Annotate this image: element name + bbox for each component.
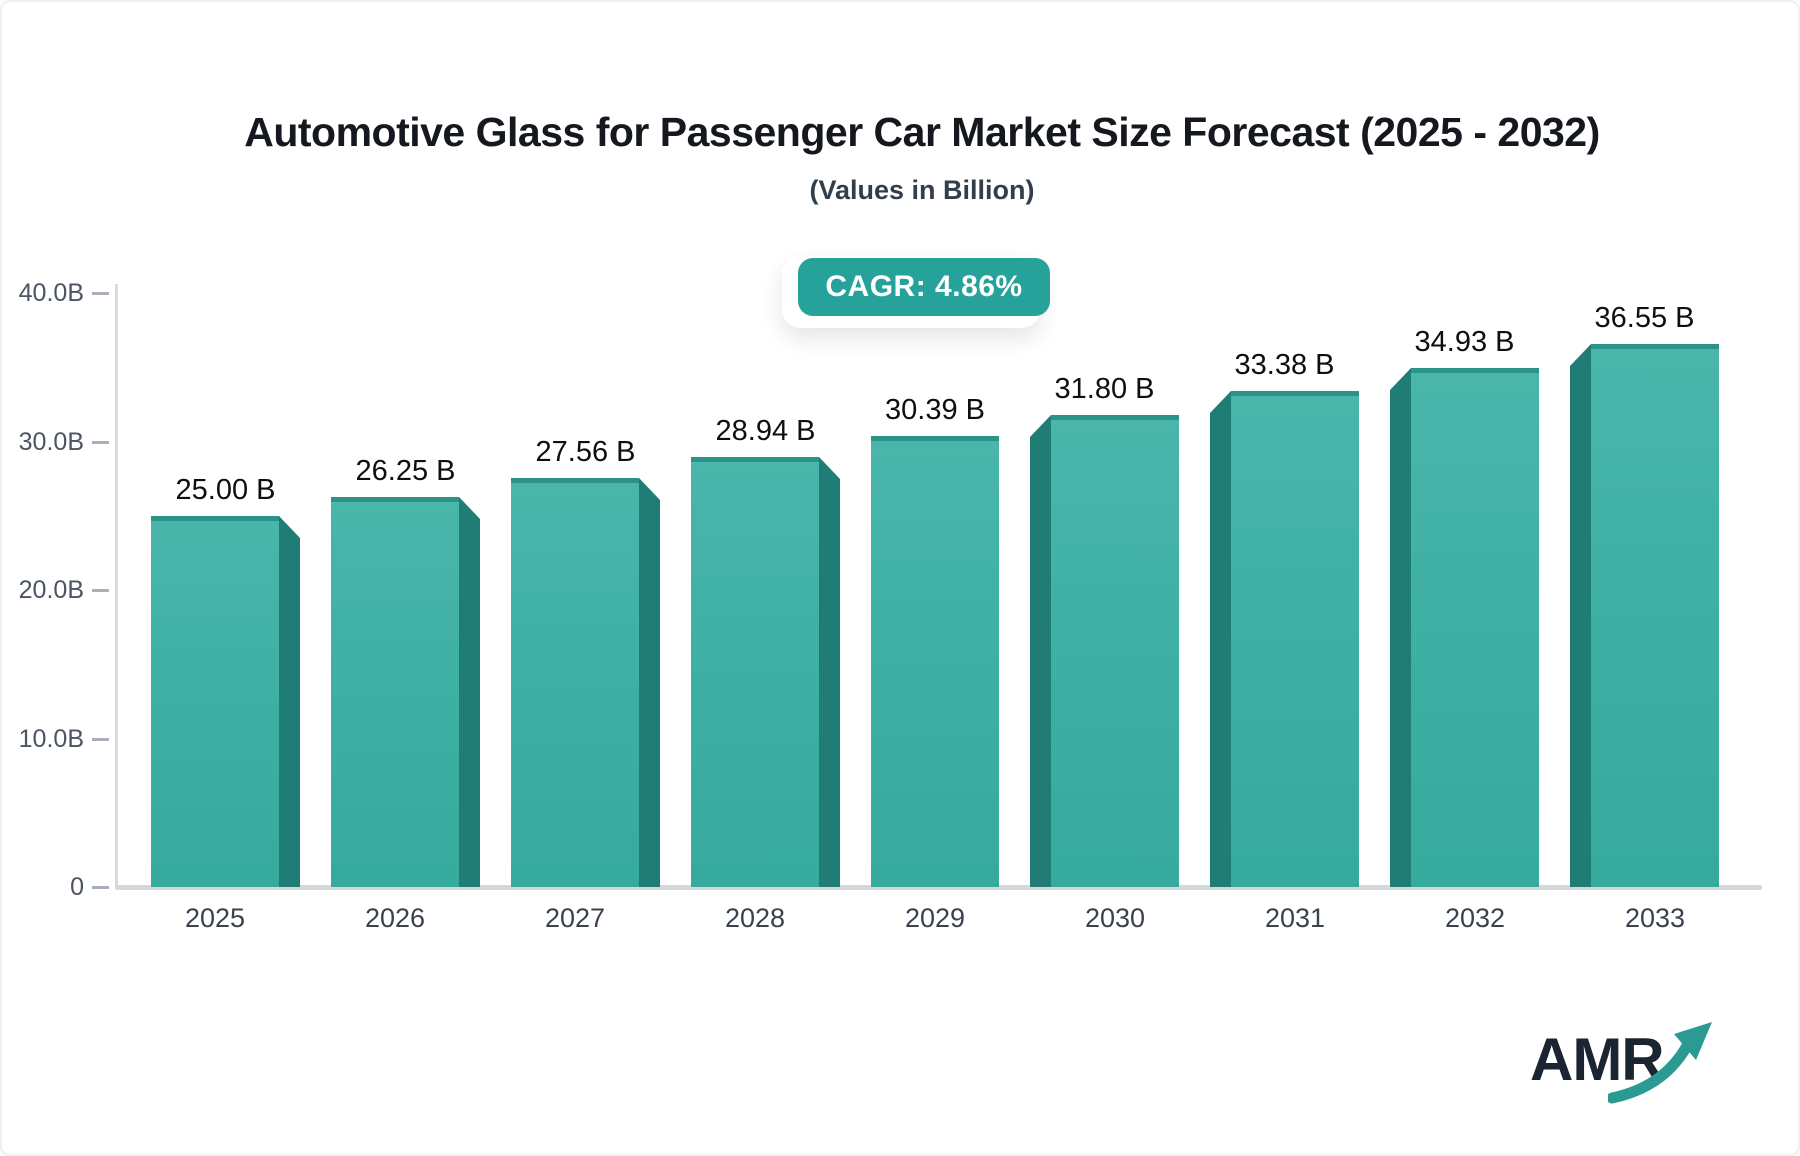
- y-tick-dash: [92, 737, 109, 741]
- bar-top-edge: [331, 497, 459, 502]
- bar-side: [639, 478, 660, 887]
- bar-face: [871, 436, 999, 887]
- x-tick-label: 2031: [1264, 903, 1326, 933]
- y-tick-label: 20.0B: [18, 576, 84, 604]
- y-tick-dash: [92, 292, 109, 295]
- brand-logo: AMR: [1530, 1022, 1730, 1120]
- bar-side: [1210, 391, 1231, 887]
- bar-face: [331, 497, 459, 887]
- bar-value-label: 25.00 B: [175, 474, 276, 506]
- bar-face: [511, 478, 639, 887]
- y-tick-label: 40.0B: [18, 279, 84, 307]
- y-tick-label: 10.0B: [18, 724, 84, 753]
- y-tick-dash: [92, 886, 109, 889]
- bar-value-label: 30.39 B: [885, 394, 985, 426]
- cagr-badge: CAGR: 4.86%: [798, 258, 1050, 316]
- bar-face: [151, 516, 279, 887]
- bar-side: [1030, 415, 1051, 887]
- bar-side: [1570, 344, 1591, 887]
- x-tick-label: 2032: [1444, 903, 1506, 933]
- logo-arrow-icon: [1608, 1022, 1712, 1104]
- y-tick-dash: [92, 589, 109, 592]
- bar-top-edge: [1591, 344, 1719, 349]
- bar-value-label: 33.38 B: [1234, 349, 1335, 381]
- bar-face: [1231, 391, 1359, 887]
- bar-side: [459, 497, 480, 887]
- bar-top-edge: [691, 457, 819, 462]
- y-tick-label: 30.0B: [18, 427, 84, 456]
- bar-side: [819, 457, 840, 887]
- bar-face: [1051, 415, 1179, 887]
- bar-top-edge: [1051, 415, 1179, 420]
- y-axis-line: [115, 284, 118, 887]
- bar-value-label: 26.25 B: [355, 455, 456, 487]
- bar-side: [279, 516, 300, 887]
- bar-value-label: 27.56 B: [535, 436, 636, 468]
- brand-logo-text: AMR: [1530, 1026, 1665, 1093]
- x-tick-label: 2026: [364, 903, 426, 933]
- x-tick-label: 2028: [724, 903, 786, 933]
- bar-face: [1411, 368, 1539, 887]
- y-tick-dash: [92, 440, 109, 444]
- bar-value-label: 34.93 B: [1414, 326, 1515, 358]
- x-tick-label: 2025: [184, 903, 246, 933]
- bar-face: [691, 457, 819, 887]
- y-tick-label: 0: [70, 873, 84, 901]
- chart-title: Automotive Glass for Passenger Car Marke…: [244, 109, 1600, 155]
- bar-face: [1591, 344, 1719, 887]
- bar-value-label: 36.55 B: [1594, 302, 1695, 334]
- bar-top-edge: [1231, 391, 1359, 396]
- bar-top-edge: [871, 436, 999, 441]
- bar-top-edge: [151, 516, 279, 521]
- chart-subtitle: (Values in Billion): [809, 175, 1035, 205]
- bar-value-label: 31.80 B: [1054, 373, 1155, 405]
- bar-top-edge: [511, 478, 639, 483]
- bar-value-label: 28.94 B: [715, 415, 816, 447]
- x-tick-label: 2027: [544, 903, 606, 933]
- x-tick-label: 2029: [904, 903, 966, 933]
- x-tick-label: 2033: [1624, 903, 1686, 933]
- bar-top-edge: [1411, 368, 1539, 373]
- x-tick-label: 2030: [1084, 903, 1146, 933]
- x-axis-line: [115, 885, 1762, 890]
- bar-side: [1390, 368, 1411, 887]
